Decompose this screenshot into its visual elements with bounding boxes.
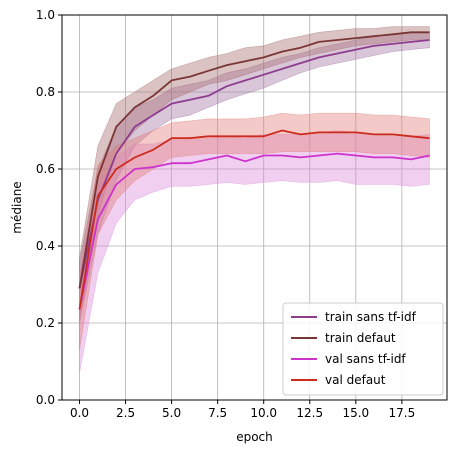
series-line-3 — [78, 129, 430, 310]
y-tick-label: 0.8 — [36, 85, 55, 99]
series-band-2 — [79, 130, 430, 374]
x-tick-label: 17.5 — [389, 406, 416, 420]
legend-box — [282, 302, 444, 396]
x-tick-label: 0.0 — [70, 406, 89, 420]
x-tick-label: 15.0 — [342, 406, 369, 420]
confidence-bands — [79, 26, 430, 374]
series-line-0 — [78, 39, 430, 289]
x-axis-ticks: 0.0 2.5 5.0 7.5 10.0 12.5 15.0 17.5 — [70, 400, 415, 420]
x-tick-label: 7.5 — [208, 406, 227, 420]
plot-frame — [61, 14, 448, 401]
x-tick-label: 12.5 — [296, 406, 323, 420]
y-tick-label: 0.2 — [36, 316, 55, 330]
legend: train sans tf-idf train defaut val sans tf… — [282, 302, 444, 396]
x-tick-label: 10.0 — [250, 406, 277, 420]
y-tick-label: 0.4 — [36, 239, 55, 253]
y-tick-label: 0.0 — [36, 393, 55, 407]
x-axis-label: epoch — [236, 430, 273, 444]
series-lines — [78, 31, 430, 310]
x-tick-label: 2.5 — [116, 406, 135, 420]
series-line-1 — [78, 31, 430, 289]
y-tick-label: 1.0 — [36, 8, 55, 22]
legend-label-0: train sans tf-idf — [325, 310, 417, 324]
legend-label-1: train defaut — [325, 331, 396, 345]
legend-label-2: val sans tf-idf — [325, 352, 406, 366]
x-tick-label: 5.0 — [162, 406, 181, 420]
series-band-0 — [79, 31, 430, 324]
legend-label-3: val defaut — [325, 373, 386, 387]
y-axis-label: médiane — [10, 181, 24, 233]
series-line-2 — [78, 152, 430, 310]
y-tick-label: 0.6 — [36, 162, 55, 176]
y-axis-ticks: 0.0 0.2 0.4 0.6 0.8 1.0 — [36, 8, 62, 407]
series-band-3 — [79, 112, 430, 350]
